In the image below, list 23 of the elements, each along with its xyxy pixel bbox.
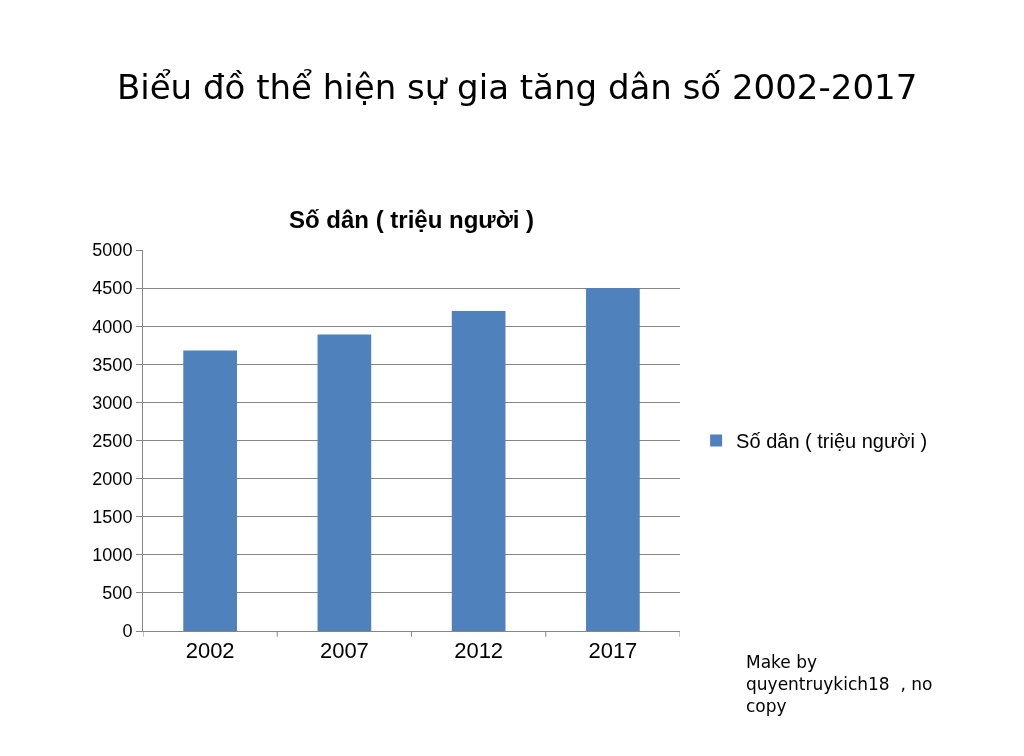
bar xyxy=(451,310,506,631)
y-tick-label: 3500 xyxy=(92,354,133,375)
chart-title: Biểu đồ thể hiện sự gia tăng dân số 2002-2017 xyxy=(116,67,918,108)
chart-subtitle: Số dân ( triệu người ) xyxy=(289,206,535,233)
y-tick-label: 2000 xyxy=(92,468,133,489)
y-tick-label: 5000 xyxy=(92,240,133,261)
y-tick-label: 3000 xyxy=(92,392,133,413)
y-tick-label: 1500 xyxy=(92,507,133,527)
y-tick-label: 4500 xyxy=(92,278,133,299)
x-tick-label: 2017 xyxy=(588,638,638,664)
bar xyxy=(317,334,372,631)
y-tick-label: 4000 xyxy=(92,316,133,337)
x-tick-label: 2012 xyxy=(454,638,504,664)
x-tick-label: 2007 xyxy=(319,638,369,664)
text: Make by quyentruykich18 , no copy xyxy=(746,652,933,717)
y-tick-label: 500 xyxy=(102,583,133,604)
bar xyxy=(183,350,237,631)
y-tick-label: 0 xyxy=(122,621,133,642)
legend-label: Số dân ( triệu người ) xyxy=(736,430,928,453)
y-tick-label: 2500 xyxy=(92,430,133,451)
y-tick-label: 1000 xyxy=(92,545,133,566)
x-tick-label: 2002 xyxy=(185,638,235,664)
bar xyxy=(586,288,640,631)
